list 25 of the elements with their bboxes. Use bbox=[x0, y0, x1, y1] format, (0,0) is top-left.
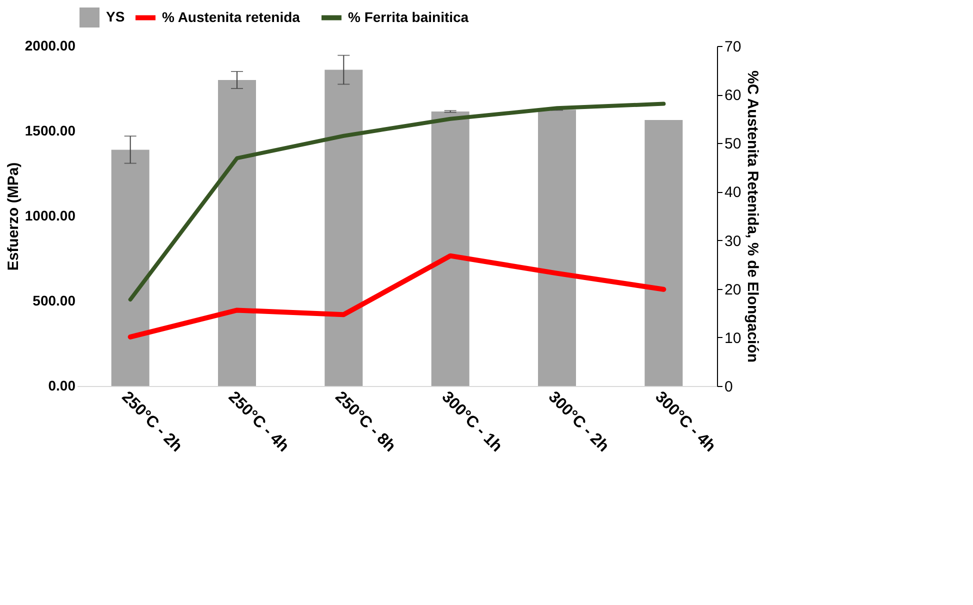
y-tick-label: 0.00 bbox=[48, 378, 76, 394]
y-axis-title: Esfuerzo (MPa) bbox=[4, 162, 22, 271]
y2-tick-label: 60 bbox=[724, 87, 742, 104]
bar bbox=[431, 111, 470, 386]
y-tick-label: 1500.00 bbox=[24, 122, 76, 138]
bar bbox=[324, 70, 363, 386]
legend-label: % Ferrita bainitica bbox=[348, 8, 469, 25]
y2-tick-label: 20 bbox=[724, 281, 742, 298]
y-tick-label: 500.00 bbox=[32, 292, 76, 308]
line-series bbox=[128, 102, 666, 302]
y2-tick-label: 10 bbox=[724, 330, 742, 347]
y2-tick-label: 0 bbox=[724, 378, 733, 396]
bar bbox=[218, 80, 256, 386]
y-tick-label: 1000.00 bbox=[24, 208, 76, 224]
legend-label: % Austenita retenida bbox=[162, 8, 300, 25]
bar bbox=[644, 120, 683, 386]
y2-tick-label: 70 bbox=[724, 38, 742, 56]
y-tick-label: 2000.00 bbox=[24, 38, 76, 54]
bar bbox=[111, 150, 150, 386]
y2-tick-label: 50 bbox=[724, 136, 742, 153]
legend-label: YS bbox=[106, 8, 125, 24]
bar bbox=[538, 110, 576, 386]
y2-tick-label: 40 bbox=[724, 184, 742, 202]
y2-axis-title: %C Austenita Retenida, % de Elongación bbox=[744, 70, 762, 362]
y2-tick-label: 30 bbox=[724, 232, 742, 250]
